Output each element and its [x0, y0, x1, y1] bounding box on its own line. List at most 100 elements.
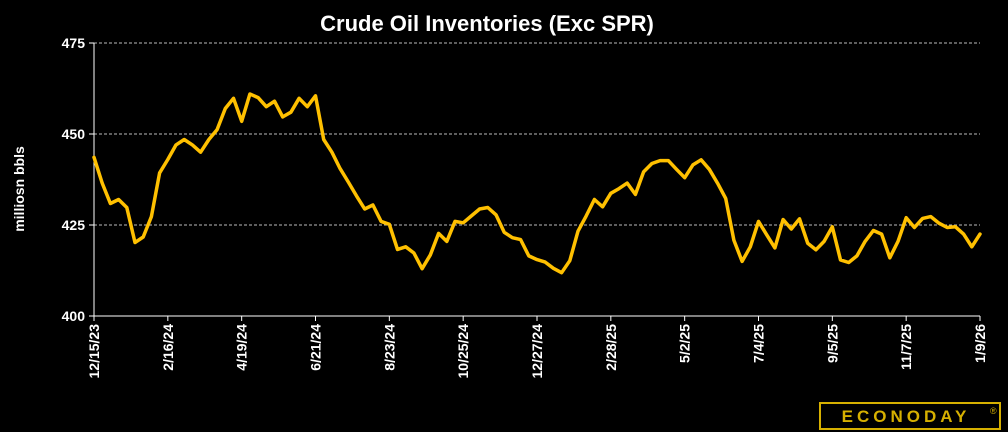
data-point — [322, 138, 325, 141]
data-point — [535, 258, 539, 261]
data-point — [273, 100, 276, 103]
data-point — [215, 128, 219, 131]
data-point — [544, 260, 547, 264]
data-point — [511, 236, 514, 239]
data-point — [101, 181, 104, 185]
data-point — [486, 206, 489, 209]
data-point — [158, 171, 161, 175]
data-point — [166, 158, 169, 161]
data-point — [732, 239, 736, 242]
data-point — [831, 225, 834, 228]
data-point — [888, 256, 891, 259]
data-point — [552, 267, 555, 270]
data-point — [691, 163, 695, 167]
x-tick-label: 2/28/25 — [603, 324, 619, 371]
data-point — [183, 138, 186, 141]
y-axis-label: milliosn bbls — [11, 146, 27, 232]
x-axis-ticks: 12/15/23 2/16/24 4/19/24 6/21/24 8/23/24 10/2… — [86, 316, 988, 379]
econoday-logo: ECONODAY ® — [819, 402, 1001, 430]
data-point — [437, 232, 440, 235]
data-point — [256, 96, 260, 99]
y-tick-label: 400 — [62, 308, 86, 324]
gridlines — [94, 42, 980, 226]
x-tick-label: 12/15/23 — [86, 324, 102, 379]
x-tick-label: 1/9/26 — [972, 324, 988, 363]
data-point — [724, 197, 727, 200]
data-point — [330, 151, 334, 154]
data-point — [740, 260, 744, 263]
x-tick-label: 9/5/25 — [824, 324, 840, 363]
series-line-crude-inventories — [92, 92, 982, 275]
x-tick-label: 8/23/24 — [381, 324, 397, 371]
data-point — [699, 158, 703, 161]
data-point — [470, 214, 473, 218]
data-point — [667, 159, 670, 162]
data-point — [937, 222, 941, 225]
data-point — [371, 203, 375, 207]
data-point — [478, 207, 481, 211]
data-point — [379, 220, 383, 223]
data-point — [913, 226, 916, 229]
data-point — [289, 111, 293, 114]
x-tick-label: 10/25/24 — [455, 324, 471, 379]
data-point — [806, 242, 809, 245]
data-point — [658, 159, 662, 162]
data-point — [109, 202, 112, 205]
data-point — [675, 168, 678, 171]
data-point — [314, 94, 317, 98]
data-point — [125, 206, 128, 209]
data-point — [265, 105, 268, 108]
x-tick-label: 11/7/25 — [898, 324, 914, 370]
data-point — [814, 248, 818, 251]
data-point — [462, 221, 465, 224]
y-tick-label: 425 — [62, 217, 86, 233]
data-point — [781, 218, 785, 221]
data-point — [306, 105, 309, 108]
data-point — [494, 213, 498, 216]
data-point — [445, 240, 448, 243]
data-point — [576, 230, 580, 233]
data-point — [585, 214, 588, 218]
series-group — [92, 92, 982, 275]
data-point — [757, 220, 760, 223]
data-point — [429, 253, 432, 256]
data-point — [905, 216, 908, 219]
data-point — [412, 251, 416, 255]
x-tick-label: 4/19/24 — [234, 324, 250, 371]
data-point — [191, 143, 194, 147]
data-point — [142, 235, 145, 239]
data-point — [839, 258, 842, 262]
data-point — [420, 267, 424, 270]
data-point — [199, 151, 202, 154]
data-point — [798, 217, 801, 220]
data-point — [527, 254, 530, 258]
x-tick-label: 7/4/25 — [751, 324, 767, 363]
data-point — [338, 167, 342, 170]
x-tick-label: 5/2/25 — [677, 324, 693, 363]
data-point — [281, 115, 284, 119]
data-point — [240, 120, 243, 123]
data-point — [363, 207, 366, 211]
data-point — [790, 227, 793, 231]
data-point — [568, 259, 571, 262]
data-point — [174, 143, 178, 147]
x-tick-label: 2/16/24 — [160, 324, 176, 371]
data-point — [453, 220, 457, 223]
data-point — [716, 181, 719, 185]
data-point — [863, 240, 867, 243]
data-point — [962, 232, 965, 236]
data-point — [970, 245, 973, 248]
data-point — [404, 245, 407, 248]
y-tick-label: 450 — [62, 126, 86, 142]
data-point — [519, 238, 522, 241]
data-point — [224, 107, 227, 110]
data-point — [749, 245, 752, 248]
data-point — [921, 217, 924, 220]
data-point — [954, 225, 957, 228]
data-point — [855, 254, 859, 258]
y-tick-label: 475 — [62, 35, 86, 51]
data-point — [822, 240, 826, 243]
data-point — [978, 232, 982, 236]
data-point — [150, 215, 153, 218]
